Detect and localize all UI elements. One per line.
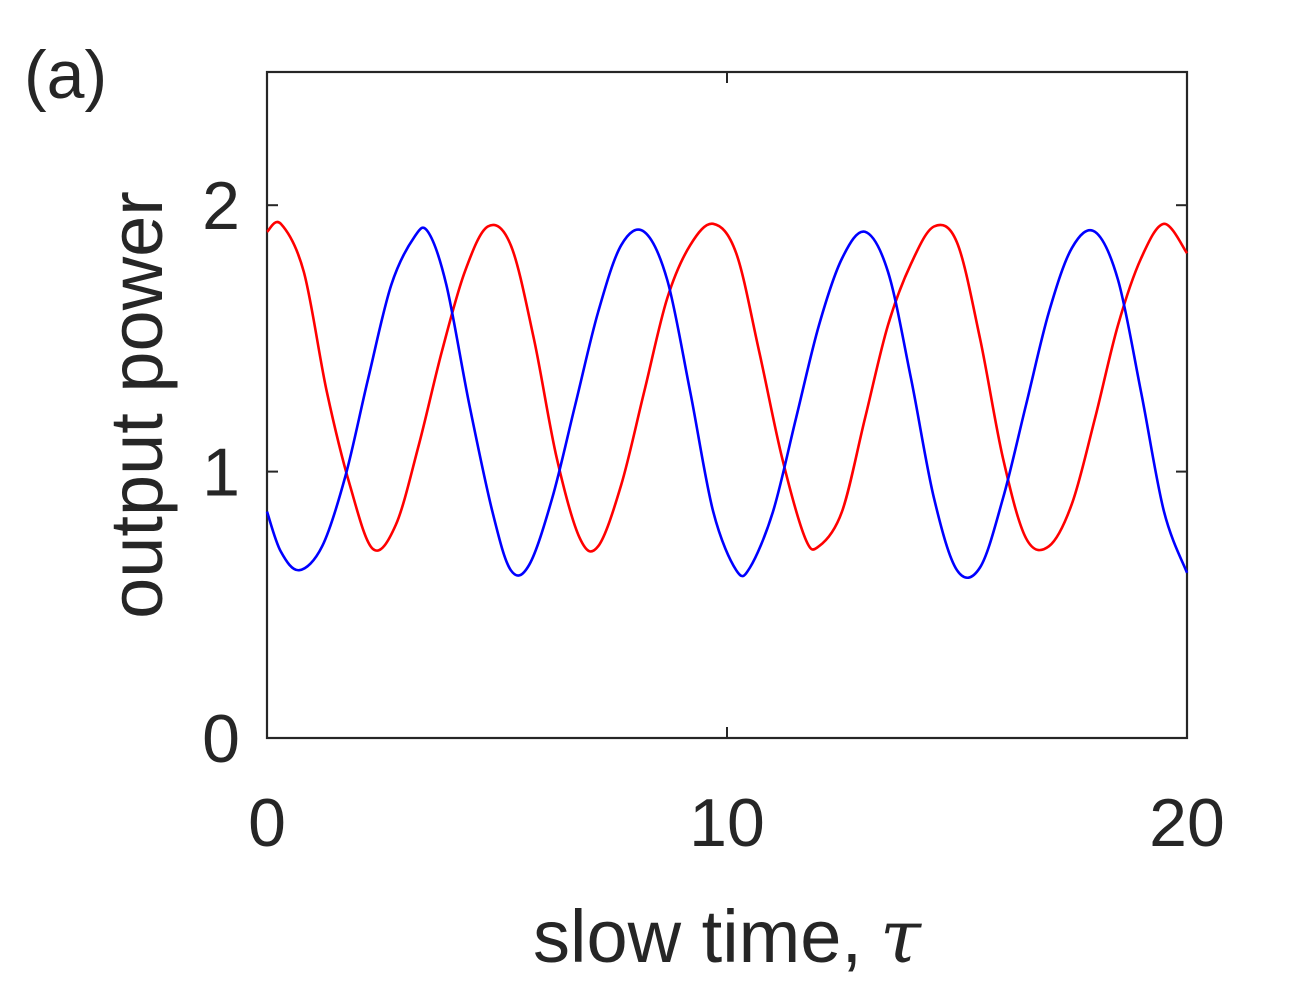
x-axis-label-symbol: τ bbox=[880, 894, 922, 980]
series-line-2 bbox=[265, 226, 1189, 579]
y-tick-label-1: 1 bbox=[202, 435, 240, 511]
axes-box bbox=[265, 70, 1189, 740]
y-tick-label-0: 0 bbox=[202, 701, 240, 777]
plot-area bbox=[265, 70, 1189, 740]
x-tick-label-0: 0 bbox=[248, 785, 286, 861]
x-axis-label: slow time, τ bbox=[533, 894, 922, 980]
panel-label: (a) bbox=[24, 37, 107, 113]
x-tick-label-10: 10 bbox=[689, 785, 765, 861]
ticks-layer: 0 10 20 0 1 2 bbox=[202, 72, 1225, 861]
x-tick-label-20: 20 bbox=[1149, 785, 1225, 861]
y-tick-label-2: 2 bbox=[202, 168, 240, 244]
x-axis-label-text: slow time, bbox=[533, 895, 862, 978]
series-line-1 bbox=[266, 220, 1189, 553]
series-layer bbox=[265, 220, 1189, 579]
y-axis-label: output power bbox=[95, 191, 178, 619]
